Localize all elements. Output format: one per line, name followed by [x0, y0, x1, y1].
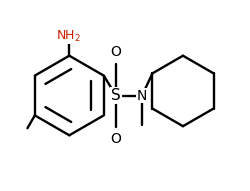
Text: NH$_2$: NH$_2$: [56, 29, 81, 44]
Text: S: S: [111, 88, 121, 103]
Text: N: N: [137, 88, 147, 103]
Text: O: O: [110, 132, 121, 146]
Text: O: O: [110, 45, 121, 59]
